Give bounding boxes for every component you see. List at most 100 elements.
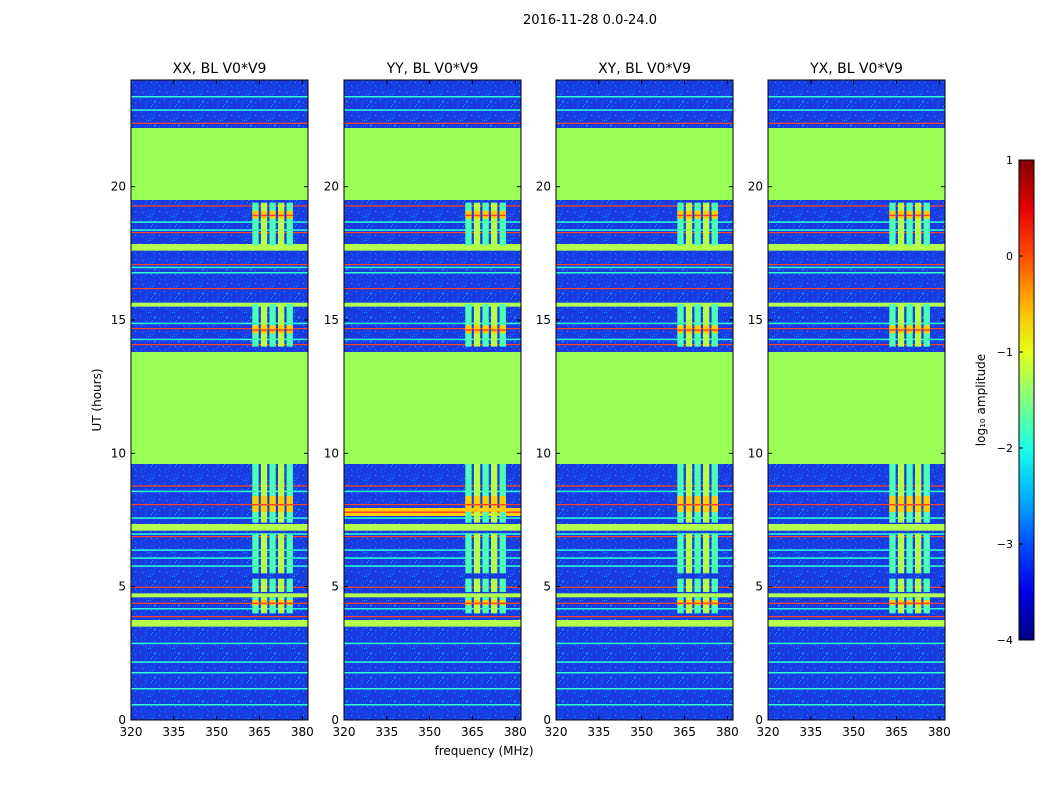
rfi-hot-line [897, 214, 905, 217]
rfi-line [344, 672, 521, 674]
rfi-hot-line [473, 329, 481, 331]
rfi-block [286, 578, 293, 592]
rfi-block [482, 304, 489, 347]
rfi-hot-line [278, 602, 285, 605]
rfi-hot-line [897, 504, 905, 506]
y-tick-label: 10 [324, 446, 339, 460]
x-tick-label: 380 [928, 725, 951, 739]
rfi-hot [677, 600, 684, 606]
x-tick-label: 350 [418, 725, 441, 739]
rfi-line [131, 549, 308, 551]
x-tick-label: 320 [120, 725, 143, 739]
rfi-line [344, 264, 521, 266]
rfi-line [556, 688, 733, 690]
rfi-hot-line [482, 214, 489, 217]
rfi-line [131, 661, 308, 663]
y-tick-label: 20 [748, 180, 763, 194]
rfi-line [768, 232, 945, 234]
rfi-hot-line [694, 329, 701, 331]
rfi-band [131, 302, 308, 307]
rfi-hot-line [685, 214, 693, 217]
rfi-line [131, 616, 308, 618]
rfi-block [465, 533, 472, 574]
rfi-hot-line [915, 329, 922, 331]
rfi-hot-line [465, 602, 472, 605]
rfi-block [260, 304, 268, 347]
rfi-line [556, 549, 733, 551]
rfi-block [711, 202, 718, 246]
rfi-line [556, 586, 733, 588]
y-tick-label: 5 [755, 580, 763, 594]
x-tick-label: 350 [842, 725, 865, 739]
rfi-line [131, 602, 308, 604]
rfi-line [556, 616, 733, 618]
rfi-line [768, 688, 945, 690]
x-tick-label: 335 [375, 725, 398, 739]
rfi-hot-line [473, 504, 481, 506]
y-tick-label: 5 [331, 580, 339, 594]
rfi-line [344, 344, 521, 346]
rfi-hot-line [491, 504, 498, 506]
rfi-block [694, 202, 701, 246]
y-tick-label: 10 [748, 446, 763, 460]
rfi-block [473, 304, 481, 347]
rfi-hot-line [252, 504, 259, 506]
rfi-hot-line [473, 214, 481, 217]
x-tick-label: 365 [673, 725, 696, 739]
rfi-line [131, 205, 308, 207]
rfi-line [131, 565, 308, 567]
axes-frame [130, 79, 309, 721]
rfi-hot-line [491, 602, 498, 605]
rfi-line [131, 517, 308, 519]
rfi-line [556, 338, 733, 341]
rfi-block [491, 578, 498, 592]
rfi-block [906, 202, 913, 246]
rfi-line [131, 557, 308, 559]
rfi-hot-line [897, 602, 905, 605]
rfi-block [906, 464, 913, 523]
rfi-line [768, 565, 945, 567]
colorbar-tick-label: 1 [1006, 154, 1013, 167]
rfi-line [344, 504, 521, 506]
rfi-line [131, 485, 308, 487]
rfi-block [286, 202, 293, 246]
flagged-region [556, 128, 733, 200]
rfi-hot-line [499, 214, 506, 217]
rfi-hot-line [677, 504, 684, 506]
rfi-line [768, 549, 945, 551]
rfi-hot [465, 600, 472, 606]
y-tick-label: 0 [118, 713, 126, 727]
rfi-band [131, 593, 308, 598]
rfi-hot-line [897, 329, 905, 331]
rfi-block [685, 533, 693, 574]
rfi-block [897, 578, 905, 592]
rfi-line [344, 517, 521, 519]
rfi-block [915, 202, 922, 246]
rfi-block [491, 202, 498, 246]
rfi-hot [260, 600, 268, 606]
rfi-block [897, 464, 905, 523]
rfi-band [768, 620, 945, 627]
rfi-block [703, 304, 710, 347]
rfi-line [344, 322, 521, 325]
rfi-block [491, 533, 498, 574]
rfi-hot-line [685, 504, 693, 506]
rfi-block [703, 533, 710, 574]
rfi-block [278, 202, 285, 246]
x-axis-label: frequency (MHz) [434, 744, 533, 758]
rfi-line [344, 96, 521, 98]
rfi-hot-line [482, 602, 489, 605]
rfi-line [131, 232, 308, 234]
panel-title: XX, BL V0*V9 [173, 61, 267, 77]
rfi-block [491, 304, 498, 347]
rfi-line [344, 221, 521, 223]
rfi-block [685, 464, 693, 523]
rfi-block [694, 533, 701, 574]
rfi-line [768, 642, 945, 645]
rfi-line [344, 602, 521, 604]
rfi-block [694, 304, 701, 347]
rfi-line [556, 272, 733, 274]
rfi-hot-line [499, 504, 506, 506]
x-tick-label: 320 [545, 725, 568, 739]
